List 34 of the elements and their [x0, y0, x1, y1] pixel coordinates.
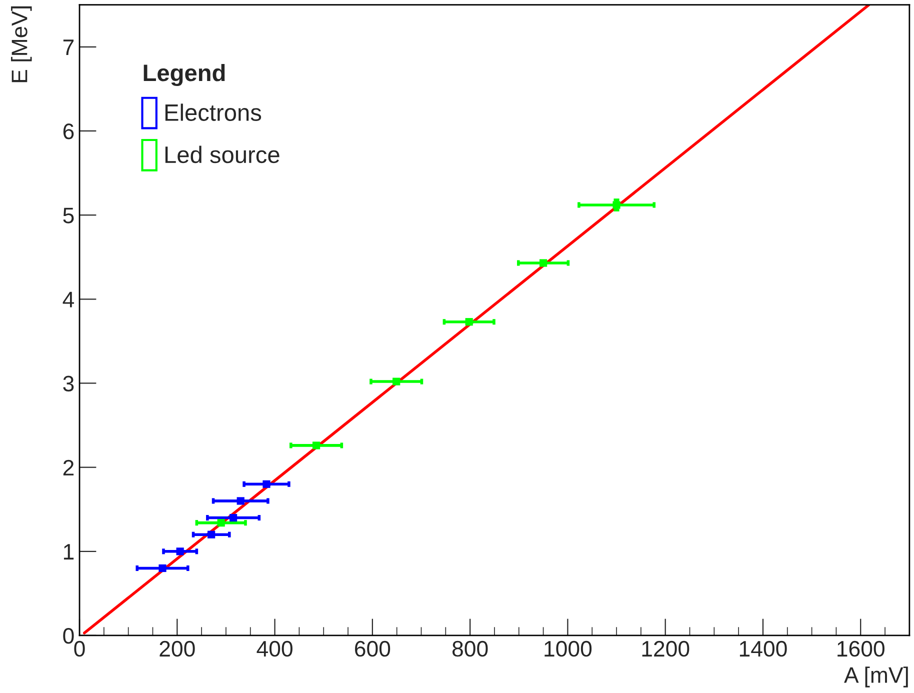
- point: [236, 497, 244, 505]
- point: [612, 201, 620, 209]
- point: [465, 318, 473, 326]
- point: [392, 378, 400, 386]
- x-tick-label: 400: [256, 640, 292, 657]
- point: [158, 564, 166, 572]
- x-tick-label: 200: [160, 640, 195, 657]
- y-tick-label: 3: [63, 376, 74, 392]
- point: [176, 548, 184, 556]
- x-tick-label: 600: [355, 640, 390, 657]
- legend-label: Electrons: [165, 104, 262, 121]
- x-tick-label: 1000: [544, 640, 592, 657]
- x-tick-label: 1600: [838, 640, 884, 657]
- legend-label: Led source: [165, 146, 280, 164]
- y-tick-label: 0: [63, 628, 74, 644]
- point: [229, 514, 238, 522]
- y-tick-label: 1: [64, 544, 74, 560]
- point: [312, 442, 320, 450]
- point: [208, 530, 216, 538]
- point: [539, 259, 548, 267]
- y-axis-title: E [MeV]: [11, 6, 32, 82]
- y-tick-label: 6: [63, 124, 74, 140]
- x-axis-title: A [mV]: [844, 666, 908, 688]
- x-tick-label: 800: [452, 640, 488, 657]
- point: [217, 519, 225, 527]
- y-tick-label: 2: [63, 460, 74, 476]
- x-tick-label: 1400: [740, 640, 787, 657]
- y-tick-label: 7: [63, 40, 74, 55]
- legend-title: Legend: [144, 64, 225, 86]
- y-tick-label: 4: [62, 292, 74, 308]
- y-tick-label: 5: [63, 208, 74, 224]
- x-tick-label: 1200: [642, 640, 690, 657]
- x-tick-label: 0: [74, 640, 85, 657]
- point: [262, 480, 270, 488]
